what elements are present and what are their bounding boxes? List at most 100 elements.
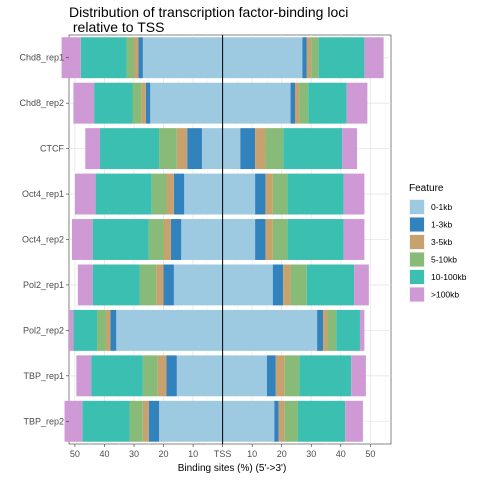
bar-downstream-1-3kb-Oct4_rep2: [255, 219, 266, 260]
bar-downstream-0-1kb-Chd8_rep2: [222, 82, 291, 124]
y-tick-label: Chd8_rep1: [19, 53, 64, 63]
bar-downstream->100kb-Chd8_rep1: [364, 37, 384, 79]
bar-upstream-3-5kb-TBP_rep2: [142, 400, 149, 442]
bar-upstream-10-100kb-Oct4_rep1: [95, 173, 152, 215]
y-tick-label: Pol2_rep1: [23, 280, 64, 290]
bar-upstream-1-3kb-Oct4_rep1: [173, 173, 185, 215]
y-tick-label: TBP_rep1: [23, 371, 64, 381]
bar-upstream-3-5kb-Pol2_rep1: [156, 264, 164, 306]
bar-downstream-1-3kb-Pol2_rep2: [317, 309, 324, 351]
x-tick-label: 10: [188, 449, 198, 459]
bar-upstream-1-3kb-Pol2_rep1: [163, 264, 174, 306]
bar-upstream-5-10kb-Pol2_rep2: [97, 309, 106, 351]
x-tick-label: TSS: [214, 449, 232, 459]
bar-upstream-0-1kb-Oct4_rep1: [184, 173, 223, 215]
bar-downstream-5-10kb-Pol2_rep1: [290, 264, 307, 306]
bar-upstream-5-10kb-CTCF: [159, 128, 177, 170]
legend-key-10-100kb: [410, 270, 424, 284]
legend-label->100kb: >100kb: [431, 290, 459, 300]
bar-downstream-0-1kb-CTCF: [222, 128, 241, 170]
bar-downstream->100kb-CTCF: [342, 128, 358, 170]
x-tick-label: 40: [336, 449, 346, 459]
bar-downstream-1-3kb-Chd8_rep1: [302, 37, 307, 79]
bar-upstream-0-1kb-Pol2_rep2: [116, 309, 223, 351]
bar-downstream-5-10kb-TBP_rep2: [284, 400, 298, 442]
bar-upstream-10-100kb-Pol2_rep1: [92, 264, 140, 306]
bar-upstream-5-10kb-Chd8_rep2: [132, 82, 142, 124]
bar-upstream-1-3kb-CTCF: [187, 128, 202, 170]
bar-downstream->100kb-TBP_rep2: [345, 400, 363, 442]
bar-upstream-1-3kb-Chd8_rep2: [145, 82, 151, 124]
bar-upstream->100kb-TBP_rep1: [76, 355, 92, 397]
bar-downstream-3-5kb-TBP_rep2: [278, 400, 285, 442]
bar-downstream-1-3kb-TBP_rep2: [274, 400, 279, 442]
bar-downstream-3-5kb-Pol2_rep1: [283, 264, 291, 306]
x-tick-label: 40: [99, 449, 109, 459]
bar-upstream-1-3kb-Pol2_rep2: [110, 309, 117, 351]
x-axis-title: Binding sites (%) (5'->3'): [178, 463, 287, 474]
bar-downstream-5-10kb-CTCF: [265, 128, 284, 170]
bars: [61, 37, 384, 442]
legend-label-3-5kb: 3-5kb: [431, 237, 453, 247]
bar-downstream-0-1kb-TBP_rep1: [222, 355, 267, 397]
x-tick-label: 50: [70, 449, 80, 459]
bar-upstream-10-100kb-Chd8_rep2: [94, 82, 133, 124]
legend-label-1-3kb: 1-3kb: [431, 220, 453, 230]
bar-upstream-3-5kb-Pol2_rep2: [105, 309, 111, 351]
x-tick-label: 30: [306, 449, 316, 459]
bar-downstream-3-5kb-Chd8_rep2: [294, 82, 300, 124]
bar-downstream->100kb-Oct4_rep1: [343, 173, 365, 215]
bar-downstream-10-100kb-TBP_rep2: [297, 400, 346, 442]
bar-downstream-5-10kb-Oct4_rep2: [272, 219, 288, 260]
bar-upstream-5-10kb-Oct4_rep1: [151, 173, 167, 215]
chart-title-line-1: Distribution of transcription factor-bin…: [69, 4, 348, 20]
legend-key-5-10kb: [410, 252, 424, 267]
bar-downstream-0-1kb-Oct4_rep2: [222, 219, 256, 260]
bar-downstream-5-10kb-TBP_rep1: [284, 355, 300, 397]
bar-downstream-10-100kb-Chd8_rep1: [318, 37, 365, 79]
bar-upstream-3-5kb-TBP_rep1: [157, 355, 167, 397]
bar-upstream-3-5kb-Chd8_rep2: [141, 82, 146, 124]
legend-title: Feature: [409, 183, 444, 194]
bar-downstream-10-100kb-Oct4_rep1: [287, 173, 344, 215]
bar-downstream-3-5kb-Oct4_rep2: [265, 219, 273, 260]
bar-upstream->100kb-Oct4_rep2: [71, 219, 93, 260]
bar-upstream-0-1kb-Chd8_rep2: [150, 82, 223, 124]
x-tick-label: 20: [159, 449, 169, 459]
bar-upstream-10-100kb-CTCF: [100, 128, 160, 170]
bar-upstream-1-3kb-TBP_rep1: [166, 355, 177, 397]
bar-upstream-10-100kb-TBP_rep1: [91, 355, 143, 397]
y-tick-label: Oct4_rep1: [22, 189, 64, 199]
bar-upstream-3-5kb-Chd8_rep1: [133, 37, 139, 79]
bar-upstream-1-3kb-Oct4_rep2: [170, 219, 182, 260]
bar-downstream-3-5kb-Pol2_rep2: [323, 309, 328, 351]
bar-downstream-1-3kb-CTCF: [240, 128, 256, 170]
legend-key-3-5kb: [410, 235, 424, 249]
bar-upstream-10-100kb-Chd8_rep1: [80, 37, 127, 79]
bar-upstream->100kb-Chd8_rep1: [61, 37, 81, 79]
bar-upstream-1-3kb-Chd8_rep1: [138, 37, 143, 79]
bar-upstream-5-10kb-TBP_rep1: [142, 355, 158, 397]
bar-downstream-5-10kb-Pol2_rep2: [327, 309, 337, 351]
bar-downstream-3-5kb-CTCF: [255, 128, 266, 170]
legend-label-5-10kb: 5-10kb: [431, 255, 457, 265]
bar-downstream-1-3kb-Oct4_rep1: [255, 173, 266, 215]
bar-upstream-5-10kb-Oct4_rep2: [148, 219, 164, 260]
bar-upstream->100kb-Oct4_rep1: [74, 173, 96, 215]
bar-upstream-1-3kb-TBP_rep2: [148, 400, 160, 442]
y-tick-label: Pol2_rep2: [23, 325, 64, 335]
bar-downstream-1-3kb-TBP_rep1: [266, 355, 276, 397]
x-axis-ticks: 50 40 30 20 10 TSS 10 20 30 40 50: [70, 444, 375, 459]
bar-downstream-10-100kb-Oct4_rep2: [287, 219, 344, 260]
y-axis-ticks: Chd8_rep1 Chd8_rep2 CTCF Oct4_rep1 Oct4_rep2…: [19, 53, 69, 426]
bar-upstream-10-100kb-Pol2_rep2: [73, 309, 98, 351]
bar-downstream->100kb-Pol2_rep1: [354, 264, 369, 306]
x-tick-label: 50: [365, 449, 375, 459]
bar-downstream-0-1kb-Oct4_rep1: [222, 173, 256, 215]
bar-upstream-3-5kb-Oct4_rep2: [163, 219, 171, 260]
bar-downstream-5-10kb-Chd8_rep2: [299, 82, 309, 124]
chart-title-line-2: relative to TSS: [69, 19, 164, 35]
legend-label-0-1kb: 0-1kb: [431, 202, 453, 212]
bar-downstream-10-100kb-Pol2_rep1: [306, 264, 355, 306]
x-tick-label: 30: [129, 449, 139, 459]
